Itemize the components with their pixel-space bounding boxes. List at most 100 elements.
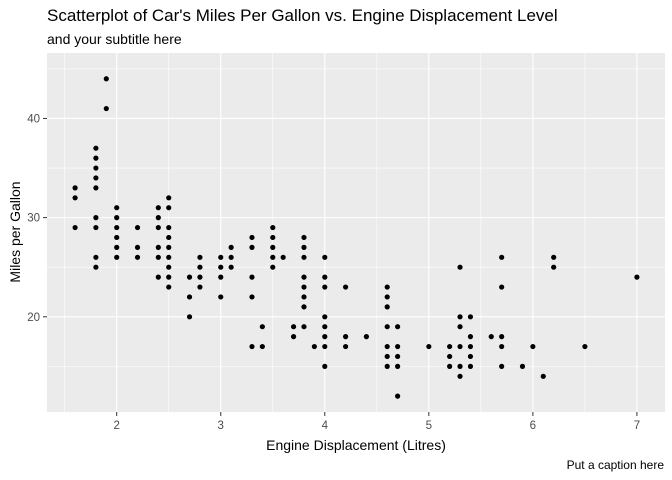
data-point: [270, 224, 276, 231]
y-tick-label: 40: [27, 113, 40, 125]
data-point: [155, 274, 161, 280]
data-point: [197, 284, 203, 290]
chart-subtitle: and your subtitle here: [47, 31, 182, 47]
data-point: [447, 343, 453, 350]
data-point: [343, 343, 349, 350]
data-point: [301, 254, 307, 260]
data-point: [301, 274, 307, 280]
data-point: [93, 165, 99, 171]
data-point: [114, 254, 120, 260]
data-point: [322, 284, 328, 290]
data-point: [155, 244, 161, 250]
data-point: [311, 343, 317, 350]
data-point: [395, 393, 401, 399]
data-point: [197, 274, 203, 280]
data-point: [280, 254, 286, 260]
data-point: [499, 334, 505, 340]
data-point: [384, 284, 390, 290]
data-point: [395, 343, 401, 350]
data-point: [249, 294, 255, 300]
data-point: [457, 363, 463, 369]
data-point: [93, 175, 99, 181]
data-point: [114, 215, 120, 221]
data-point: [322, 343, 328, 350]
data-point: [467, 363, 474, 369]
data-point: [134, 244, 141, 250]
data-point: [93, 264, 99, 270]
data-point: [218, 294, 224, 300]
data-point: [249, 274, 255, 280]
data-point: [114, 234, 120, 241]
x-tick-label: 4: [322, 420, 329, 432]
data-point: [499, 284, 505, 290]
x-tick-label: 7: [634, 420, 640, 432]
data-point: [93, 215, 99, 221]
data-point: [530, 343, 536, 350]
data-point: [384, 363, 390, 369]
x-axis-title: Engine Displacement (Litres): [266, 437, 446, 453]
chart-caption: Put a caption here: [566, 458, 664, 472]
data-point: [103, 105, 109, 112]
data-point: [259, 343, 265, 350]
data-point: [301, 304, 307, 310]
data-point: [134, 224, 141, 231]
x-tick-label: 2: [114, 420, 120, 432]
data-point: [228, 264, 234, 270]
data-point: [270, 234, 276, 241]
data-point: [93, 155, 99, 161]
data-point: [290, 324, 297, 330]
data-point: [384, 324, 390, 330]
data-point: [197, 254, 203, 260]
data-point: [457, 314, 463, 320]
data-point: [384, 353, 390, 360]
data-point: [426, 343, 432, 350]
data-point: [270, 264, 276, 270]
grid-lines: [47, 53, 665, 412]
data-point: [72, 185, 78, 191]
data-point: [395, 324, 401, 330]
data-point: [301, 294, 307, 300]
data-point: [343, 334, 349, 340]
data-point: [301, 234, 307, 241]
data-point: [467, 314, 474, 320]
data-point: [93, 254, 99, 260]
data-point: [322, 274, 328, 280]
y-axis-title: Miles per Gallon: [7, 181, 23, 282]
data-point: [447, 363, 453, 369]
data-point: [186, 274, 193, 280]
data-point: [114, 205, 120, 211]
data-point: [322, 363, 328, 369]
data-point: [395, 353, 401, 360]
data-point: [363, 334, 369, 340]
data-point: [249, 234, 255, 241]
data-point: [166, 224, 172, 231]
data-point: [467, 334, 474, 340]
data-point: [322, 254, 328, 260]
data-point: [166, 264, 172, 270]
data-point: [540, 373, 546, 379]
data-point: [166, 244, 172, 250]
data-point: [467, 343, 474, 350]
data-point: [384, 343, 390, 350]
data-point: [93, 145, 99, 151]
data-point: [114, 224, 120, 231]
data-point: [249, 343, 255, 350]
x-tick-label: 6: [530, 420, 536, 432]
data-point: [457, 264, 463, 270]
data-point: [499, 343, 505, 350]
data-point: [197, 264, 203, 270]
data-point: [166, 274, 172, 280]
data-point: [499, 363, 505, 369]
data-point: [228, 244, 234, 250]
data-point: [72, 224, 78, 231]
data-point: [155, 254, 161, 260]
data-point: [249, 244, 255, 250]
data-point: [582, 343, 588, 350]
data-point: [551, 254, 557, 260]
data-point: [343, 284, 349, 290]
data-point: [270, 244, 276, 250]
data-point: [166, 234, 172, 241]
data-point: [301, 244, 307, 250]
x-tick-label: 5: [426, 420, 432, 432]
